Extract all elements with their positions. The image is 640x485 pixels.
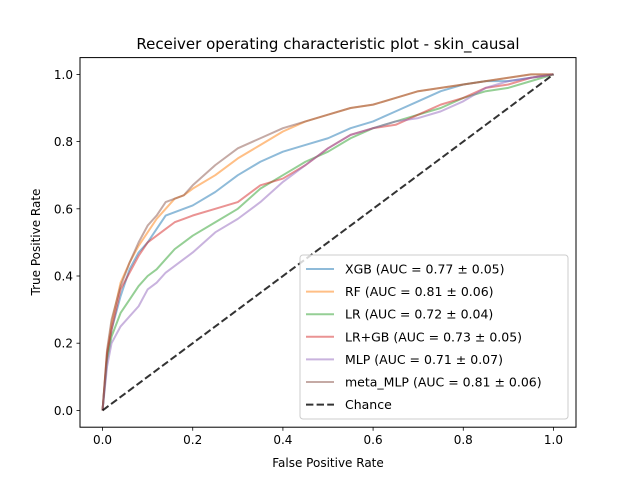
y-tick-label: 0.4 (54, 270, 73, 284)
x-tick-label: 0.0 (93, 433, 112, 447)
x-tick-label: 0.2 (183, 433, 202, 447)
x-tick-label: 1.0 (544, 433, 563, 447)
x-axis-label: False Positive Rate (272, 456, 384, 470)
y-tick-label: 0.0 (54, 404, 73, 418)
series-line-chance (101, 73, 555, 412)
series-line-mlp (101, 73, 554, 411)
legend-label-mlp: MLP (AUC = 0.71 ± 0.07) (345, 352, 503, 367)
axis-ticks: 0.0 0.2 0.4 0.6 0.8 1.0 0.0 0.2 0.4 0.6 0.8 1.0 (54, 68, 563, 447)
x-tick-label: 0.4 (273, 433, 292, 447)
series-lines (101, 73, 555, 412)
chart-title: Receiver operating characteristic plot -… (136, 35, 519, 54)
legend-label-chance: Chance (345, 397, 392, 412)
x-tick-label: 0.6 (364, 433, 383, 447)
legend-label-lr: LR (AUC = 0.72 ± 0.04) (345, 307, 493, 322)
plot-frame (79, 57, 577, 428)
y-tick-label: 0.6 (54, 202, 73, 216)
y-axis-label: True Positive Rate (29, 189, 43, 297)
legend-box (299, 254, 569, 420)
series-line-meta-mlp (101, 73, 554, 411)
legend-label-meta-mlp: meta_MLP (AUC = 0.81 ± 0.06) (345, 375, 542, 390)
legend-label-lr-gb: LR+GB (AUC = 0.73 ± 0.05) (345, 329, 522, 344)
series-line-lr (101, 73, 554, 411)
x-tick-label: 0.8 (454, 433, 473, 447)
y-tick-label: 0.8 (54, 135, 73, 149)
legend-label-xgb: XGB (AUC = 0.77 ± 0.05) (345, 262, 505, 277)
y-tick-label: 0.2 (54, 337, 73, 351)
legend-label-rf: RF (AUC = 0.81 ± 0.06) (345, 284, 494, 299)
legend: XGB (AUC = 0.77 ± 0.05) RF (AUC = 0.81 ± … (299, 254, 569, 420)
y-tick-label: 1.0 (54, 68, 73, 82)
series-line-xgb (101, 73, 554, 411)
series-line-lr-gb (101, 73, 554, 411)
